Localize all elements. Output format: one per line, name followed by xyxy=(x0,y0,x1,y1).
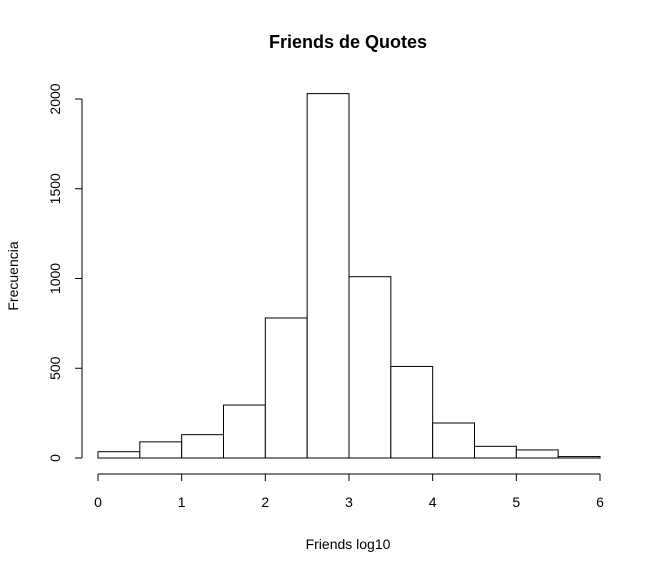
histogram-bar-2 xyxy=(181,434,225,459)
histogram-bar-6 xyxy=(348,276,392,459)
x-tick-label-1: 1 xyxy=(178,494,186,510)
histogram-bar-11 xyxy=(557,456,601,459)
histogram-bar-4 xyxy=(264,317,308,459)
x-axis: 0 1 2 3 4 5 6 xyxy=(94,473,604,510)
y-tick-label-1: 500 xyxy=(47,356,63,380)
y-tick-label-2: 1000 xyxy=(47,263,63,294)
histogram-bar-0 xyxy=(97,451,141,459)
x-tick-label-0: 0 xyxy=(94,494,102,510)
y-tick-label-0: 0 xyxy=(47,454,63,462)
histogram-bar-8 xyxy=(432,422,475,459)
x-tick-label-5: 5 xyxy=(512,494,520,510)
y-axis: 0 500 1000 1500 2000 xyxy=(47,83,83,462)
x-tick-label-3: 3 xyxy=(345,494,353,510)
histogram-bar-7 xyxy=(390,365,434,459)
histogram-bar-10 xyxy=(515,449,559,459)
histogram-bar-5 xyxy=(306,93,350,459)
histogram-bar-1 xyxy=(139,441,183,459)
y-tick-label-3: 1500 xyxy=(47,173,63,204)
x-tick-label-4: 4 xyxy=(429,494,437,510)
y-axis-label: Frecuencia xyxy=(5,241,21,310)
x-tick-label-2: 2 xyxy=(261,494,269,510)
y-tick-label-4: 2000 xyxy=(47,83,63,114)
x-tick-label-6: 6 xyxy=(596,494,604,510)
bars-group xyxy=(97,93,601,459)
x-axis-label: Friends log10 xyxy=(306,536,391,552)
histogram-bar-9 xyxy=(474,445,517,459)
histogram-bar-3 xyxy=(223,404,266,459)
chart-title: Friends de Quotes xyxy=(269,32,427,52)
